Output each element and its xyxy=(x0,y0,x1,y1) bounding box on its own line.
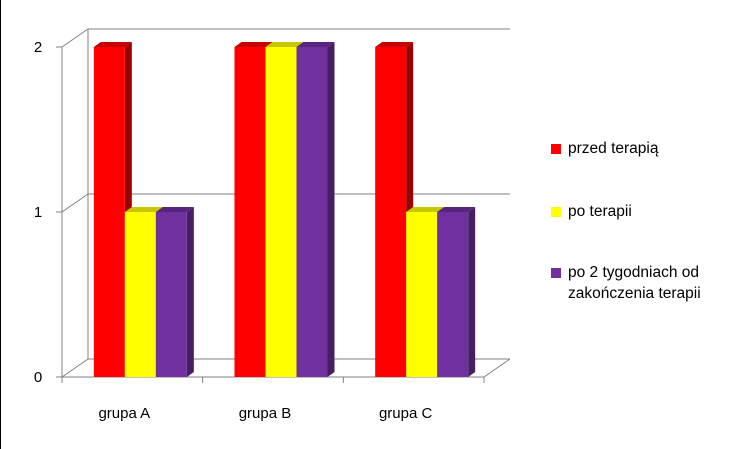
bar-top xyxy=(155,207,194,212)
bar-side xyxy=(468,207,476,377)
bar xyxy=(124,212,156,377)
bar-top xyxy=(124,207,163,212)
bar-top xyxy=(93,42,132,47)
wall-diagonal xyxy=(61,193,89,213)
legend: przed terapią po terapii po 2 tygodniach… xyxy=(549,138,749,304)
bar-top xyxy=(406,207,445,212)
x-tick-label: grupa C xyxy=(379,405,433,422)
bar xyxy=(375,47,407,377)
bar-top xyxy=(437,207,476,212)
bar-top xyxy=(265,42,304,47)
legend-swatch-red xyxy=(551,144,561,154)
wall-diagonal xyxy=(61,358,89,378)
legend-swatch-yellow xyxy=(551,207,561,217)
bar xyxy=(155,212,187,377)
bar-top xyxy=(296,42,335,47)
bar xyxy=(296,47,328,377)
x-tick-label: grupa B xyxy=(239,405,292,422)
floor-right-edge xyxy=(483,358,511,378)
bar-side xyxy=(186,207,194,377)
legend-label-before: przed terapią xyxy=(568,140,659,157)
bars xyxy=(93,42,476,377)
bar xyxy=(406,212,438,377)
bar xyxy=(437,212,469,377)
y-tick-label: 0 xyxy=(34,369,42,386)
legend-label-after: po terapii xyxy=(568,203,632,220)
bar-top xyxy=(234,42,273,47)
y-tick-label: 1 xyxy=(34,204,42,221)
wall-diagonal xyxy=(61,28,89,48)
legend-item-followup: po 2 tygodniach od zakończenia terapii xyxy=(549,262,749,304)
tick-labels: 0 1 2 grupa A grupa B grupa C xyxy=(34,39,433,422)
bar xyxy=(234,47,266,377)
bar-side xyxy=(327,42,335,377)
legend-item-before: przed terapią xyxy=(549,138,749,159)
bar xyxy=(93,47,125,377)
legend-swatch-purple xyxy=(551,268,561,278)
x-tick-label: grupa A xyxy=(98,405,150,422)
bar-top xyxy=(375,42,414,47)
legend-label-followup-2: zakończenia terapii xyxy=(568,285,701,302)
frame-border xyxy=(0,0,1,449)
legend-label-followup-1: po 2 tygodniach od xyxy=(568,264,699,281)
y-tick-label: 2 xyxy=(34,39,42,56)
bar xyxy=(265,47,297,377)
legend-item-after: po terapii xyxy=(549,201,749,222)
